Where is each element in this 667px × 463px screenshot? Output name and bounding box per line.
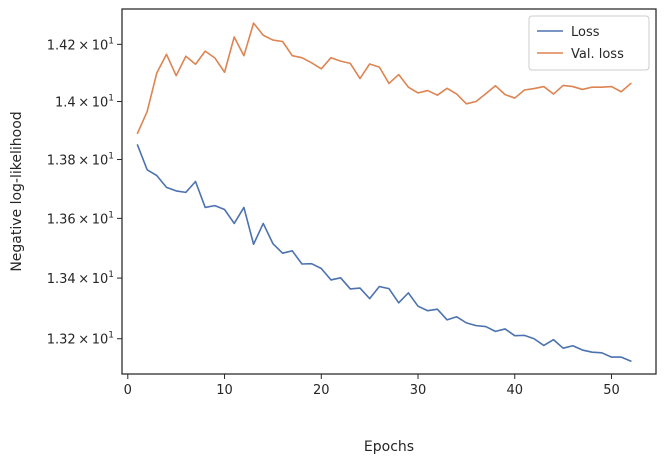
y-axis-ticks: 1.32 × 101 1.34 × 101 1.36 × 101 1.38 × 101… <box>47 36 122 348</box>
x-axis-label: Epochs <box>364 439 414 455</box>
x-tick-label: 0 <box>124 383 132 398</box>
legend-box <box>528 15 650 71</box>
legend-label: Val. loss <box>571 47 624 62</box>
y-tick-label: 1.32 × 101 <box>47 331 114 348</box>
y-axis-label: Negative log-likelihood <box>9 111 25 271</box>
plot-frame <box>121 8 657 375</box>
x-axis-ticks: 0 10 20 30 40 50 <box>124 374 620 398</box>
y-tick-label: 1.38 × 101 <box>47 152 114 169</box>
x-tick-label: 20 <box>313 383 330 398</box>
x-tick-label: 10 <box>216 383 233 398</box>
x-tick-label: 30 <box>410 383 427 398</box>
y-tick-label: 1.42 × 101 <box>47 36 114 53</box>
series-layer <box>136 22 632 362</box>
y-tick-label: 1.34 × 101 <box>47 270 114 287</box>
legend-label: Loss <box>571 25 600 40</box>
y-tick-label: 1.36 × 101 <box>47 210 114 227</box>
legend: Loss Val. loss <box>528 15 650 71</box>
series-line-val-loss <box>136 22 632 135</box>
x-tick-label: 40 <box>506 383 523 398</box>
series-line-loss <box>136 144 632 362</box>
x-tick-label: 50 <box>603 383 620 398</box>
y-tick-label: 1.4 × 101 <box>55 94 114 111</box>
